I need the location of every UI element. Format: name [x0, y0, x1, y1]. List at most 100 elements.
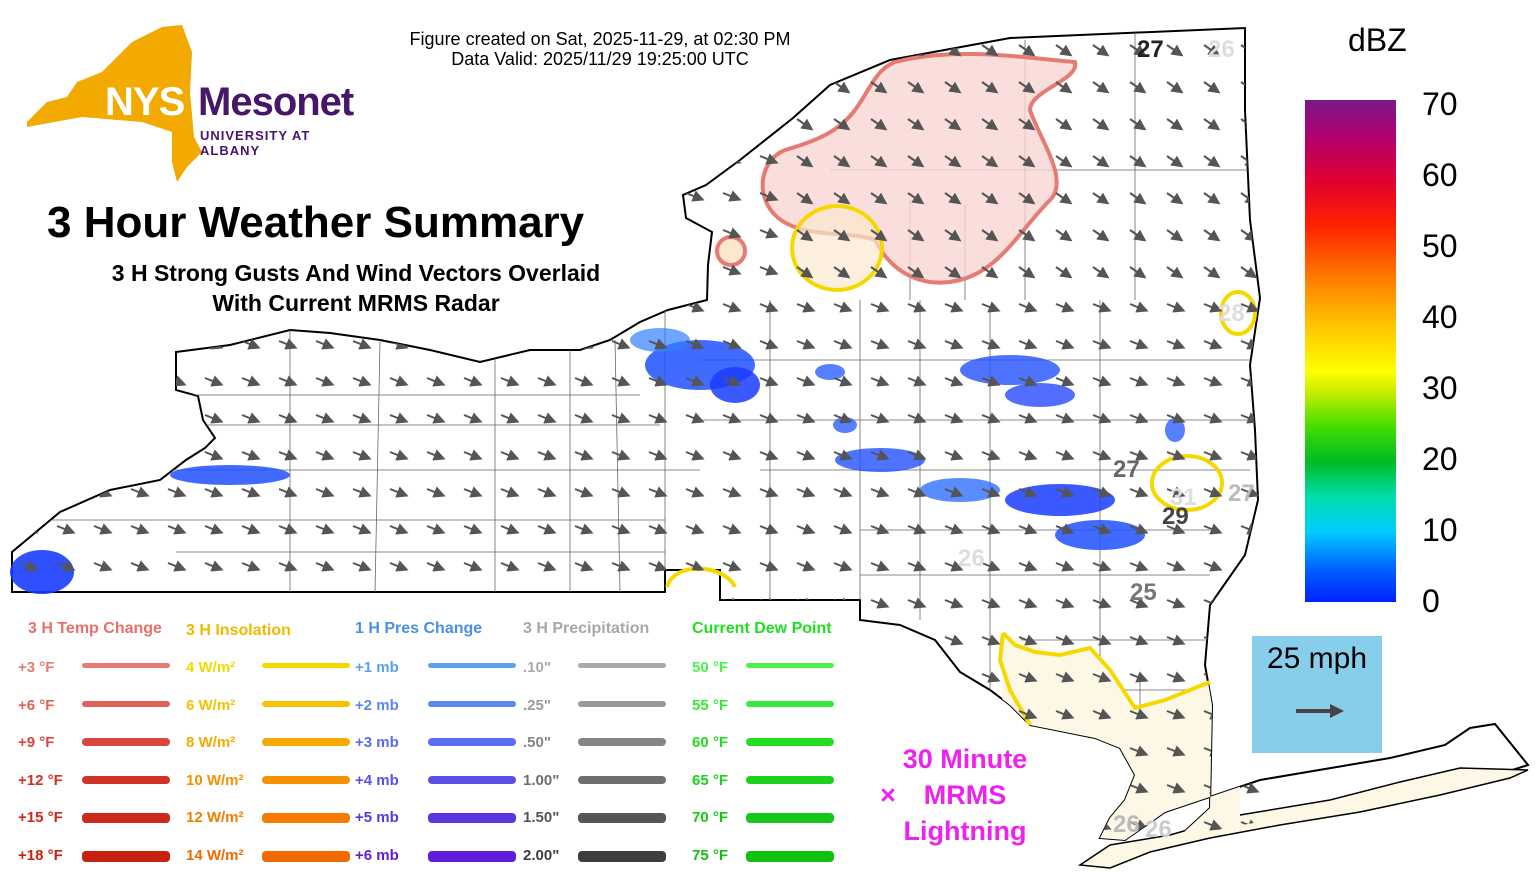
wind-vector-arrow: [130, 412, 150, 424]
wind-vector-arrow: [1166, 301, 1186, 313]
wind-vector-arrow: [389, 153, 409, 165]
wind-vector-arrow: [1166, 523, 1186, 535]
wind-vector-arrow: [796, 118, 814, 131]
wind-vector-arrow: [833, 671, 853, 683]
wind-vector-arrow: [574, 597, 594, 609]
wind-vector-arrow: [537, 486, 557, 498]
wind-vector-arrow: [167, 486, 187, 498]
wind-vector-arrow: [389, 449, 409, 461]
wind-vector-arrow: [611, 560, 631, 572]
wind-vector-arrow: [315, 634, 335, 646]
wind-vector-arrow: [1018, 266, 1036, 279]
gust-label: 26: [1145, 816, 1172, 843]
wind-vector-arrow: [759, 264, 779, 276]
wind-vector-arrow: [537, 338, 557, 350]
wind-vector-arrow: [500, 486, 520, 498]
wind-vector-arrow: [722, 116, 742, 128]
wind-vector-arrow: [796, 375, 816, 387]
wind-vector-arrow: [722, 338, 742, 350]
insolation-contour-southeast-2: [997, 632, 1032, 726]
wind-vector-arrow: [1129, 266, 1147, 279]
legend-item-label: 8 W/m²: [186, 734, 236, 751]
wind-vector-arrow: [241, 782, 261, 794]
wind-vector-arrow: [1166, 560, 1186, 572]
wind-vector-arrow: [1240, 560, 1260, 572]
wind-vector-arrow: [685, 523, 705, 535]
wind-vector-arrow: [648, 597, 668, 609]
wind-vector-arrow: [759, 338, 779, 350]
wind-vector-arrow: [648, 153, 668, 165]
wind-vector-arrow: [1166, 634, 1186, 646]
wind-vector-arrow: [1203, 81, 1221, 94]
legend-item-label: +5 mb: [355, 809, 399, 826]
wind-vector-arrow: [908, 859, 921, 864]
wind-vector-arrow: [685, 338, 705, 350]
wind-vector-arrow: [1166, 412, 1186, 424]
wind-vector-arrow: [833, 412, 853, 424]
wind-vector-arrow: [1129, 708, 1149, 720]
wind-vector-arrow: [426, 412, 446, 424]
wind-vector-arrow: [944, 229, 962, 242]
wind-vector-arrow: [130, 597, 150, 609]
wind-vector-arrow: [463, 523, 483, 535]
wind-vector-arrow: [1203, 155, 1221, 168]
wind-speed-key: 25 mph: [1252, 636, 1382, 753]
wind-vector-arrow: [981, 266, 999, 279]
wind-vector-arrow: [1129, 338, 1149, 350]
wind-vector-arrow: [981, 301, 1001, 313]
wind-vector-arrow: [759, 190, 779, 202]
wind-vector-arrow: [1129, 486, 1149, 498]
wind-vector-arrow: [574, 486, 594, 498]
legend-item-swatch: [82, 850, 170, 862]
wind-vector-arrow: [1018, 708, 1038, 720]
gust-label: 29: [1162, 503, 1189, 530]
wind-vector-arrow: [1018, 560, 1038, 572]
wind-vector-arrow: [1055, 449, 1075, 461]
colorbar-tick-label: 40: [1422, 299, 1458, 335]
wind-vector-arrow: [463, 486, 483, 498]
wind-vector-arrow: [944, 708, 964, 720]
wind-vector-arrow: [1092, 338, 1112, 350]
legend-item-label: 2.00": [523, 846, 560, 864]
wind-vector-arrow: [981, 671, 1001, 683]
wind-vector-arrow: [1092, 560, 1112, 572]
wind-vector-arrow: [944, 449, 964, 461]
wind-vector-arrow: [463, 449, 483, 461]
wind-vector-arrow: [907, 597, 927, 609]
wind-vector-arrow: [426, 338, 446, 350]
wind-vector-arrow: [426, 449, 446, 461]
wind-vector-arrow: [19, 375, 39, 387]
wind-vector-arrow: [1055, 819, 1075, 831]
wind-vector-arrow: [278, 338, 298, 350]
wind-vector-arrow: [1166, 81, 1184, 94]
legend-item-swatch: [262, 700, 350, 707]
wind-vector-arrow: [907, 118, 925, 131]
legend-item-label: 6 W/m²: [186, 696, 236, 714]
wind-vector-arrow: [796, 671, 816, 683]
wind-vector-arrow: [1092, 81, 1110, 94]
wind-vector-arrow: [685, 264, 705, 276]
wind-vector-arrow: [463, 745, 483, 757]
wind-vector-arrow: [315, 523, 335, 535]
wind-vector-arrow: [981, 708, 1001, 720]
wind-vector-arrow: [796, 229, 814, 242]
colorbar-tick-label: 70: [1422, 86, 1458, 122]
wind-vector-arrow: [352, 597, 372, 609]
wind-vector-arrow: [537, 597, 557, 609]
wind-vector-arrow: [648, 449, 668, 461]
wind-vector-arrow: [1018, 486, 1038, 498]
wind-vector-arrow: [537, 560, 557, 572]
wind-vector-arrow: [648, 486, 668, 498]
wind-vector-arrow: [1055, 301, 1075, 313]
wind-vector-arrow: [722, 486, 742, 498]
legend-item-swatch: [428, 850, 516, 862]
nys-state-silhouette-icon: [27, 25, 202, 182]
wind-vector-arrow: [1240, 782, 1260, 794]
wind-vector-arrow: [981, 155, 999, 168]
wind-vector-arrow: [796, 523, 816, 535]
wind-vector-arrow: [500, 375, 520, 387]
legend-item-swatch: [746, 775, 834, 785]
wind-vector-arrow: [574, 708, 594, 720]
wind-vector-arrow: [93, 671, 113, 683]
wind-vector-arrow: [426, 116, 446, 128]
